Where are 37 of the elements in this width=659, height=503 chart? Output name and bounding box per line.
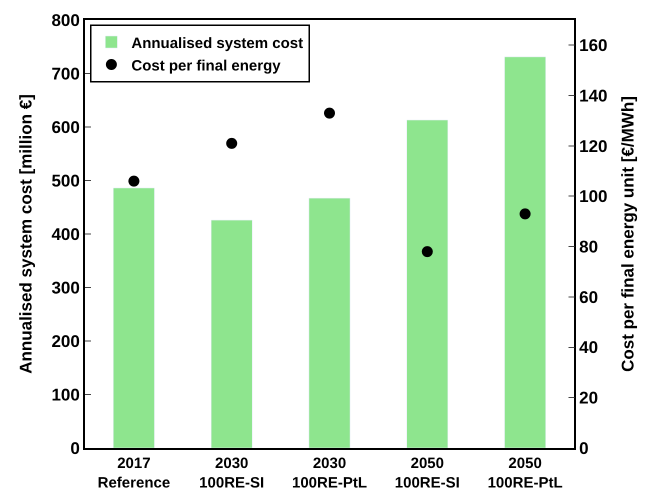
legend-label: Cost per final energy [131, 57, 282, 74]
y-tick-label: 600 [51, 118, 80, 137]
legend-label: Annualised system cost [131, 34, 304, 52]
y2-tick-label: 0 [579, 438, 589, 458]
bar [113, 188, 155, 448]
y2-tick-label: 100 [579, 187, 608, 206]
y-tick-label: 700 [51, 64, 80, 84]
x-tick-label: 2017 Reference [98, 454, 170, 492]
point [128, 176, 140, 187]
y2-tick-label: 40 [579, 338, 598, 358]
y-tick-label: 0 [70, 438, 80, 458]
y-tick-label: 300 [51, 278, 80, 298]
y2-tick-label: 120 [579, 136, 608, 156]
y2-tick-label: 160 [579, 36, 608, 56]
y-axis-title: Annualised system cost [million €] [16, 94, 36, 374]
y2-tick-label: 80 [579, 238, 598, 257]
x-tick-label: 2030 100RE-SI [199, 454, 264, 492]
point [226, 138, 238, 149]
x-tick-label: 2050 100RE-PtL [488, 454, 563, 492]
x-tick-label: 2030 100RE-PtL [292, 454, 368, 492]
bar [308, 198, 350, 448]
y2-axis-title: Cost per final energy unit [€/MWh] [618, 96, 638, 372]
point [520, 208, 531, 220]
y-tick-label: 800 [51, 10, 80, 30]
y2-tick-label: 60 [579, 288, 598, 307]
y-tick-label: 400 [51, 224, 80, 244]
y2-tick-label: 140 [579, 86, 608, 106]
y-tick-label: 100 [51, 385, 80, 404]
point [422, 246, 433, 258]
x-tick-label: 2050 100RE-SI [394, 454, 460, 492]
point [324, 108, 335, 119]
bar [504, 56, 546, 448]
y-tick-label: 500 [51, 171, 80, 190]
bar [210, 220, 252, 448]
y-tick-label: 200 [51, 332, 80, 351]
y2-tick-label: 20 [579, 388, 598, 408]
bar [406, 120, 448, 448]
